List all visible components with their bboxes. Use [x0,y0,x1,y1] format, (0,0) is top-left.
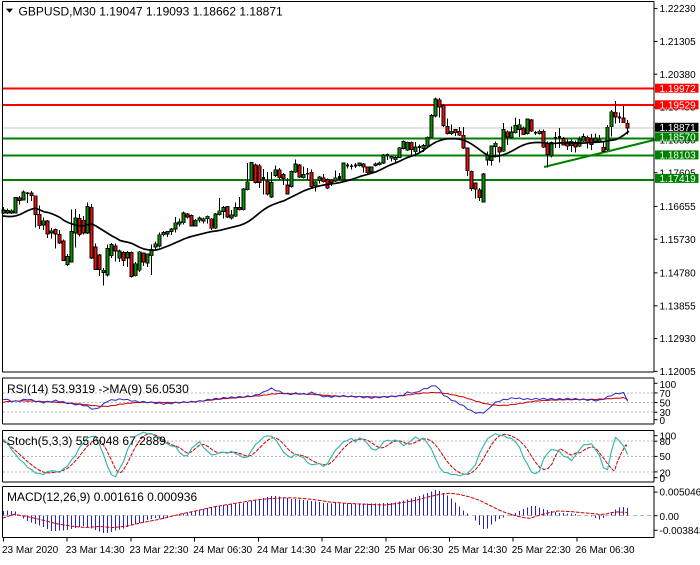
svg-text:GBPUSD,M30 1.19047 1.19093 1.: GBPUSD,M30 1.19047 1.19093 1.18662 1.188… [19,5,284,19]
svg-text:0.005046: 0.005046 [660,488,700,499]
svg-text:25 Mar 22:30: 25 Mar 22:30 [512,545,571,556]
svg-text:26 Mar 06:30: 26 Mar 06:30 [576,545,635,556]
svg-text:23 Mar 22:30: 23 Mar 22:30 [130,545,189,556]
svg-text:25 Mar 14:30: 25 Mar 14:30 [448,545,507,556]
svg-text:24 Mar 22:30: 24 Mar 22:30 [321,545,380,556]
svg-text:1.14780: 1.14780 [660,269,697,280]
svg-text:-0.003843: -0.003843 [660,526,700,537]
svg-text:23 Mar 14:30: 23 Mar 14:30 [66,545,125,556]
svg-text:1.22230: 1.22230 [660,4,697,15]
svg-text:0.00: 0.00 [660,512,680,523]
svg-text:80: 80 [660,437,672,448]
svg-text:1.21305: 1.21305 [660,37,697,48]
svg-text:1.18103: 1.18103 [660,151,697,162]
svg-text:24 Mar 14:30: 24 Mar 14:30 [257,545,316,556]
svg-text:23 Mar 2020: 23 Mar 2020 [2,545,59,556]
svg-text:0: 0 [660,474,666,485]
svg-text:1.16655: 1.16655 [660,202,697,213]
svg-text:RSI(14) 53.9319 ->MA(9) 56.05: RSI(14) 53.9319 ->MA(9) 56.0530 [7,382,189,396]
svg-text:1.17419: 1.17419 [660,174,697,185]
svg-text:0: 0 [660,416,666,427]
svg-text:1.13855: 1.13855 [660,301,697,312]
svg-text:24 Mar 06:30: 24 Mar 06:30 [193,545,252,556]
svg-text:50: 50 [660,452,672,463]
svg-text:25 Mar 06:30: 25 Mar 06:30 [384,545,443,556]
svg-text:1.12930: 1.12930 [660,334,697,345]
svg-text:1.12005: 1.12005 [660,367,697,378]
svg-text:1.19972: 1.19972 [660,84,697,95]
svg-text:1.18570: 1.18570 [660,133,697,144]
svg-text:1.15730: 1.15730 [660,235,697,246]
svg-text:MACD(12,26,9) 0.001616 0.00093: MACD(12,26,9) 0.001616 0.000936 [7,490,197,504]
svg-text:Stoch(5,3,3) 55.6048 67.2889: Stoch(5,3,3) 55.6048 67.2889 [7,434,166,448]
svg-text:1.20380: 1.20380 [660,70,697,81]
svg-text:1.19529: 1.19529 [660,100,697,111]
